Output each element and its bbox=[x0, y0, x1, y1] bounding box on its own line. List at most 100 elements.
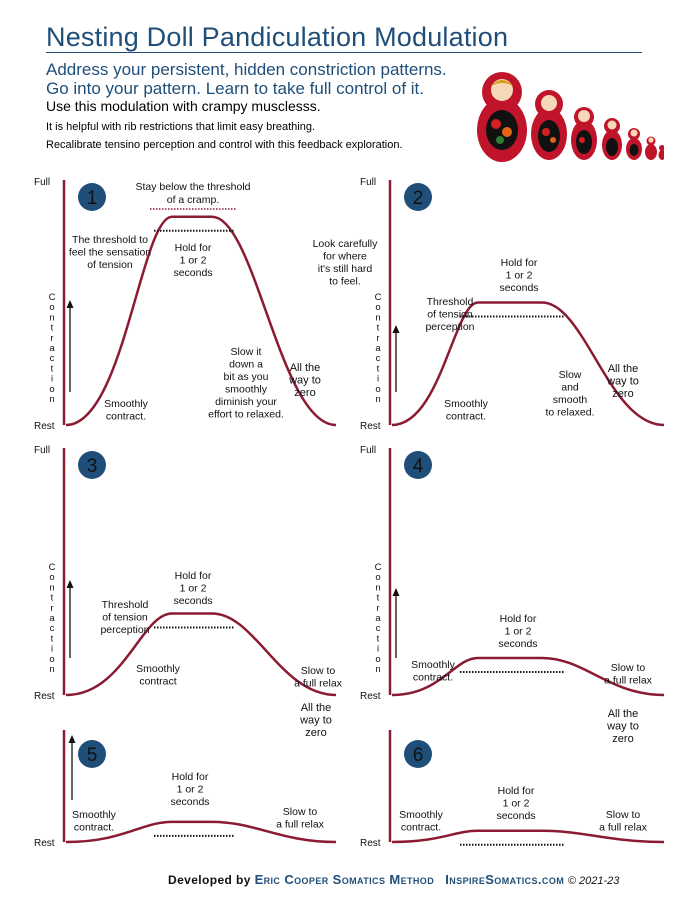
contraction-letter: t bbox=[51, 593, 54, 604]
contraction-letter: r bbox=[50, 333, 53, 344]
contraction-letter: o bbox=[375, 302, 380, 313]
note-relax-3-line: Slow to bbox=[301, 665, 336, 677]
step-number: 1 bbox=[87, 188, 98, 209]
note-stay-below-line: Stay below the threshold bbox=[136, 181, 251, 193]
arrow-head bbox=[68, 735, 76, 743]
full-label: Full bbox=[34, 445, 50, 456]
note-smooth-1-line: contract. bbox=[106, 411, 146, 423]
nesting-dolls-photo bbox=[477, 72, 664, 162]
footer-developed: Developed by bbox=[168, 873, 251, 887]
note-zero-1-line: All the bbox=[290, 362, 321, 374]
note-hold-6-line: seconds bbox=[496, 810, 535, 822]
contraction-letter: a bbox=[375, 343, 381, 354]
title-divider bbox=[46, 52, 642, 53]
rest-label: Rest bbox=[360, 838, 381, 849]
contraction-letter: C bbox=[375, 562, 382, 573]
note-relax-3-line: a full relax bbox=[294, 678, 343, 690]
note-smooth-4-line: contract. bbox=[413, 672, 453, 684]
note-hold-5-line: Hold for bbox=[172, 771, 209, 783]
note-hold-1-line: Hold for bbox=[175, 242, 212, 254]
note-threshold-1-line: The threshold to bbox=[72, 234, 148, 246]
doll-6 bbox=[645, 136, 657, 160]
step-badge bbox=[78, 740, 106, 768]
note-relax-6-line: Slow to bbox=[606, 809, 641, 821]
contraction-letter: t bbox=[377, 633, 380, 644]
panel-5: Rest 5 bbox=[34, 730, 337, 849]
step-number: 6 bbox=[413, 745, 424, 766]
note-smooth-4-line: Smoothly bbox=[411, 659, 456, 671]
usage-line: Use this modulation with crampy muscless… bbox=[46, 98, 321, 114]
contraction-letter: t bbox=[51, 363, 54, 374]
contraction-letter: n bbox=[375, 582, 380, 593]
contraction-letter: C bbox=[49, 562, 56, 573]
note-smooth-5-line: Smoothly bbox=[72, 809, 117, 821]
contraction-letter: c bbox=[376, 353, 381, 364]
note-threshold-1-line: feel the sensation bbox=[69, 247, 151, 259]
doll-5 bbox=[626, 128, 642, 160]
rest-label: Rest bbox=[34, 421, 55, 432]
arrow-head bbox=[66, 300, 74, 308]
contraction-letter: c bbox=[50, 623, 55, 634]
note-hold-1-line: 1 or 2 bbox=[180, 255, 207, 267]
note-relax-5: Slow toa full relax bbox=[276, 806, 325, 831]
contraction-letter: i bbox=[377, 374, 379, 385]
note-look-2-line: Look carefully bbox=[313, 238, 379, 250]
doll-3 bbox=[571, 107, 597, 160]
note-hold-4-line: seconds bbox=[498, 638, 537, 650]
contraction-letter: o bbox=[375, 384, 380, 395]
footer-method[interactable]: Eric Cooper Somatics Method bbox=[254, 872, 435, 887]
note-hold-4-line: 1 or 2 bbox=[505, 626, 532, 638]
arrow-head bbox=[392, 588, 400, 596]
contraction-letter: r bbox=[50, 603, 53, 614]
rest-label: Rest bbox=[360, 691, 381, 702]
note-smooth-1-line: Smoothly bbox=[104, 398, 149, 410]
contraction-letter: a bbox=[375, 613, 381, 624]
contraction-letter: t bbox=[51, 633, 54, 644]
note-zero-1-line: way to bbox=[288, 375, 321, 387]
note-smooth-2-line: contract. bbox=[446, 411, 486, 423]
note-relax-5-line: a full relax bbox=[276, 819, 325, 831]
note-zero-4-line: zero bbox=[612, 733, 633, 745]
arrow-head bbox=[66, 580, 74, 588]
note-hold-2-line: Hold for bbox=[501, 257, 538, 269]
note-hold-6-line: 1 or 2 bbox=[503, 798, 530, 810]
contraction-letter: t bbox=[377, 363, 380, 374]
contraction-curve bbox=[65, 612, 337, 697]
contraction-letter: a bbox=[49, 343, 55, 354]
note-threshold-2-line: of tension bbox=[427, 309, 473, 321]
note-slow-1-line: smoothly bbox=[225, 384, 268, 396]
panel-6: Rest 6 bbox=[360, 730, 665, 849]
note-zero-5-line: All the bbox=[301, 702, 332, 714]
note-smooth-2-line: Smoothly bbox=[444, 398, 489, 410]
doll-2 bbox=[531, 90, 567, 160]
note-relax-4: Slow toa full relax bbox=[604, 662, 653, 687]
note-relax-6: Slow toa full relax bbox=[599, 809, 648, 834]
contraction-letter: o bbox=[49, 384, 54, 395]
footer-copyright: © 2021-23 bbox=[567, 875, 620, 887]
note-stay-below-line: of a cramp. bbox=[167, 194, 220, 206]
note-smooth-5-line: contract. bbox=[74, 822, 114, 834]
contraction-letter: o bbox=[49, 572, 54, 583]
contraction-letter: t bbox=[377, 593, 380, 604]
note-hold-2-line: seconds bbox=[499, 282, 538, 294]
note-relax-6-line: a full relax bbox=[599, 822, 648, 834]
footer-site-link[interactable]: InspireSomatics.com bbox=[445, 872, 565, 887]
subtitle-line-1: Address your persistent, hidden constric… bbox=[46, 60, 447, 79]
